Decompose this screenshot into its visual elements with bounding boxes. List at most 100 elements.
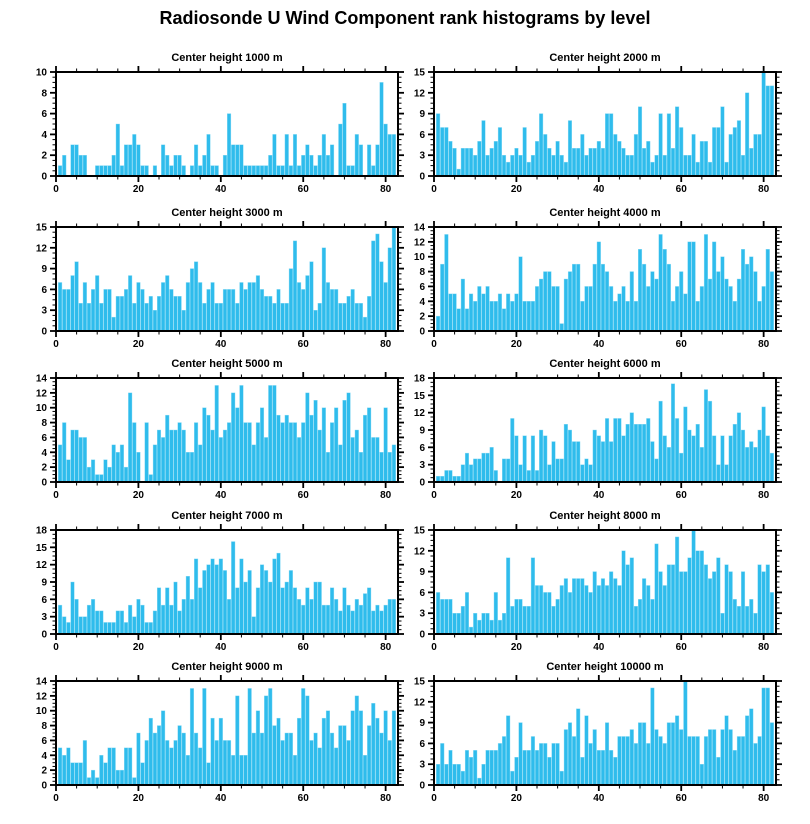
svg-text:80: 80: [380, 642, 392, 653]
svg-text:10: 10: [36, 706, 48, 717]
subplot-center-height-10000m: 0 20 40 60 80 0 3 6 9 12 15 Center height 10000 m: [400, 659, 790, 807]
svg-text:40: 40: [215, 184, 227, 195]
svg-text:9: 9: [419, 718, 425, 729]
svg-text:6: 6: [419, 282, 425, 293]
svg-text:8: 8: [419, 267, 425, 278]
subplot-center-height-5000m: 0 20 40 60 80 0 2 4 6 8 10 12 14 Center height 5000 …: [22, 356, 412, 504]
svg-text:20: 20: [511, 793, 523, 804]
subplot-center-height-4000m: 0 20 40 60 80 0 2 4 6 8 10 12 14 Center height 4000 …: [400, 205, 790, 353]
svg-text:0: 0: [41, 172, 47, 183]
svg-text:4: 4: [419, 297, 425, 308]
svg-text:0: 0: [431, 642, 437, 653]
svg-text:10: 10: [36, 403, 48, 414]
svg-text:8: 8: [41, 418, 47, 429]
svg-text:12: 12: [414, 546, 426, 557]
svg-text:9: 9: [41, 578, 47, 589]
svg-text:6: 6: [41, 595, 47, 606]
subplot-center-height-3000m: 0 20 40 60 80 0 3 6 9 12 15 Center height 3000 m: [22, 205, 412, 353]
plot-canvas-8000m: 0 20 40 60 80 0 3 6 9 12 15: [400, 508, 790, 661]
svg-text:80: 80: [758, 184, 770, 195]
subplot-center-height-2000m: 0 20 40 60 80 0 3 6 9 12 15 Center height 2000 m: [400, 50, 790, 198]
plot-canvas-1000m: 0 20 40 60 80 0 2 4 6 8 10: [22, 50, 412, 203]
svg-text:20: 20: [511, 490, 523, 501]
subplot-center-height-9000m: 0 20 40 60 80 0 2 4 6 8 10 12 14 Center height 9000 …: [22, 659, 412, 807]
svg-text:4: 4: [41, 751, 47, 762]
svg-text:0: 0: [53, 490, 59, 501]
plot-canvas-2000m: 0 20 40 60 80 0 3 6 9 12 15: [400, 50, 790, 203]
plot-canvas-7000m: 0 20 40 60 80 0 3 6 9 12 15 18: [22, 508, 412, 661]
svg-text:12: 12: [36, 388, 48, 399]
svg-text:0: 0: [419, 781, 425, 792]
svg-text:14: 14: [36, 677, 48, 688]
svg-text:80: 80: [758, 642, 770, 653]
main-title: Radiosonde U Wind Component rank histogr…: [159, 8, 651, 28]
svg-text:9: 9: [419, 567, 425, 578]
svg-text:40: 40: [593, 339, 605, 350]
svg-text:15: 15: [36, 543, 48, 554]
svg-text:60: 60: [298, 184, 310, 195]
svg-text:0: 0: [431, 339, 437, 350]
svg-text:12: 12: [414, 237, 426, 248]
svg-text:20: 20: [133, 339, 145, 350]
svg-text:40: 40: [215, 490, 227, 501]
svg-text:6: 6: [41, 109, 47, 120]
svg-text:80: 80: [758, 793, 770, 804]
svg-text:12: 12: [414, 697, 426, 708]
svg-text:3: 3: [419, 760, 425, 771]
svg-text:6: 6: [419, 130, 425, 141]
svg-text:0: 0: [419, 630, 425, 641]
svg-text:40: 40: [593, 793, 605, 804]
svg-text:12: 12: [36, 560, 48, 571]
svg-text:3: 3: [419, 151, 425, 162]
plot-canvas-3000m: 0 20 40 60 80 0 3 6 9 12 15: [22, 205, 412, 358]
svg-text:10: 10: [414, 252, 426, 263]
svg-text:3: 3: [41, 306, 47, 317]
svg-text:6: 6: [41, 736, 47, 747]
svg-text:15: 15: [414, 391, 426, 402]
svg-text:0: 0: [419, 478, 425, 489]
svg-text:4: 4: [41, 130, 47, 141]
plot-canvas-6000m: 0 20 40 60 80 0 3 6 9 12 15 18: [400, 356, 790, 509]
svg-text:9: 9: [419, 426, 425, 437]
svg-text:40: 40: [215, 339, 227, 350]
svg-text:12: 12: [36, 243, 48, 254]
subplot-center-height-1000m: 0 20 40 60 80 0 2 4 6 8 10 Center height 1000 m: [22, 50, 412, 198]
svg-text:20: 20: [511, 339, 523, 350]
svg-text:40: 40: [215, 642, 227, 653]
svg-text:10: 10: [36, 68, 48, 79]
svg-text:15: 15: [414, 526, 426, 537]
subplot-title-9000m: Center height 9000 m: [171, 661, 283, 673]
svg-text:8: 8: [41, 721, 47, 732]
svg-text:20: 20: [511, 642, 523, 653]
subplot-center-height-6000m: 0 20 40 60 80 0 3 6 9 12 15 18 Center height 6000 m: [400, 356, 790, 504]
svg-text:2: 2: [41, 463, 47, 474]
svg-text:20: 20: [133, 184, 145, 195]
svg-text:2: 2: [41, 766, 47, 777]
subplot-title-7000m: Center height 7000 m: [171, 510, 283, 522]
subplot-title-6000m: Center height 6000 m: [549, 358, 661, 370]
svg-text:60: 60: [676, 793, 688, 804]
svg-text:14: 14: [36, 374, 48, 385]
subplot-title-4000m: Center height 4000 m: [549, 207, 661, 219]
svg-text:8: 8: [41, 88, 47, 99]
svg-text:0: 0: [53, 339, 59, 350]
svg-text:0: 0: [431, 793, 437, 804]
svg-text:20: 20: [511, 184, 523, 195]
svg-text:18: 18: [36, 526, 48, 537]
svg-text:40: 40: [593, 184, 605, 195]
svg-text:80: 80: [758, 339, 770, 350]
svg-text:14: 14: [414, 223, 426, 234]
svg-text:3: 3: [41, 612, 47, 623]
svg-text:60: 60: [298, 642, 310, 653]
svg-text:60: 60: [676, 339, 688, 350]
plot-canvas-10000m: 0 20 40 60 80 0 3 6 9 12 15: [400, 659, 790, 812]
svg-text:9: 9: [419, 109, 425, 120]
svg-text:60: 60: [676, 184, 688, 195]
svg-text:0: 0: [41, 630, 47, 641]
svg-text:0: 0: [41, 327, 47, 338]
svg-text:20: 20: [133, 490, 145, 501]
svg-text:15: 15: [414, 68, 426, 79]
subplot-title-2000m: Center height 2000 m: [549, 52, 661, 64]
svg-text:60: 60: [298, 793, 310, 804]
subplot-title-3000m: Center height 3000 m: [171, 207, 283, 219]
